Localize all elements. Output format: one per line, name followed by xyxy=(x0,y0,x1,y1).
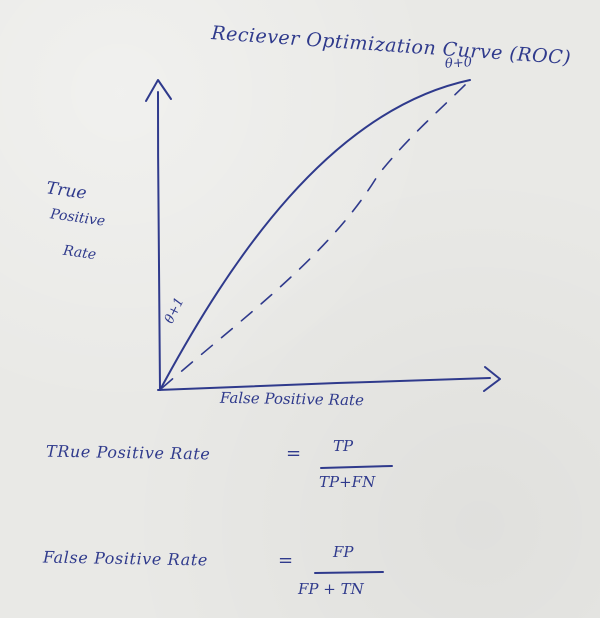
y-axis-label-line-3: Rate xyxy=(62,242,98,264)
x-axis xyxy=(157,377,491,391)
random-guess-diagonal xyxy=(161,81,469,389)
tpr-formula-equals: = xyxy=(286,443,302,464)
roc-curve xyxy=(159,79,471,391)
tpr-formula-lhs: TRue Positive Rate xyxy=(45,441,211,464)
fraction-bar-tpr xyxy=(320,465,393,469)
fpr-formula-equals: = xyxy=(278,550,294,571)
fraction-bar-fpr xyxy=(314,571,384,574)
threshold-label-top: θ+0 xyxy=(444,55,473,72)
y-axis xyxy=(157,91,161,391)
x-axis-label: False Positive Rate xyxy=(219,388,365,410)
y-axis-arrowhead xyxy=(145,79,172,102)
tpr-formula-denominator: TP+FN xyxy=(319,473,376,491)
fpr-formula-numerator: FP xyxy=(333,543,354,561)
tpr-formula-numerator: TP xyxy=(333,437,354,455)
fpr-formula-denominator: FP + TN xyxy=(298,580,364,598)
x-axis-arrowhead xyxy=(483,366,501,392)
fpr-formula-lhs: False Positive Rate xyxy=(42,547,209,570)
